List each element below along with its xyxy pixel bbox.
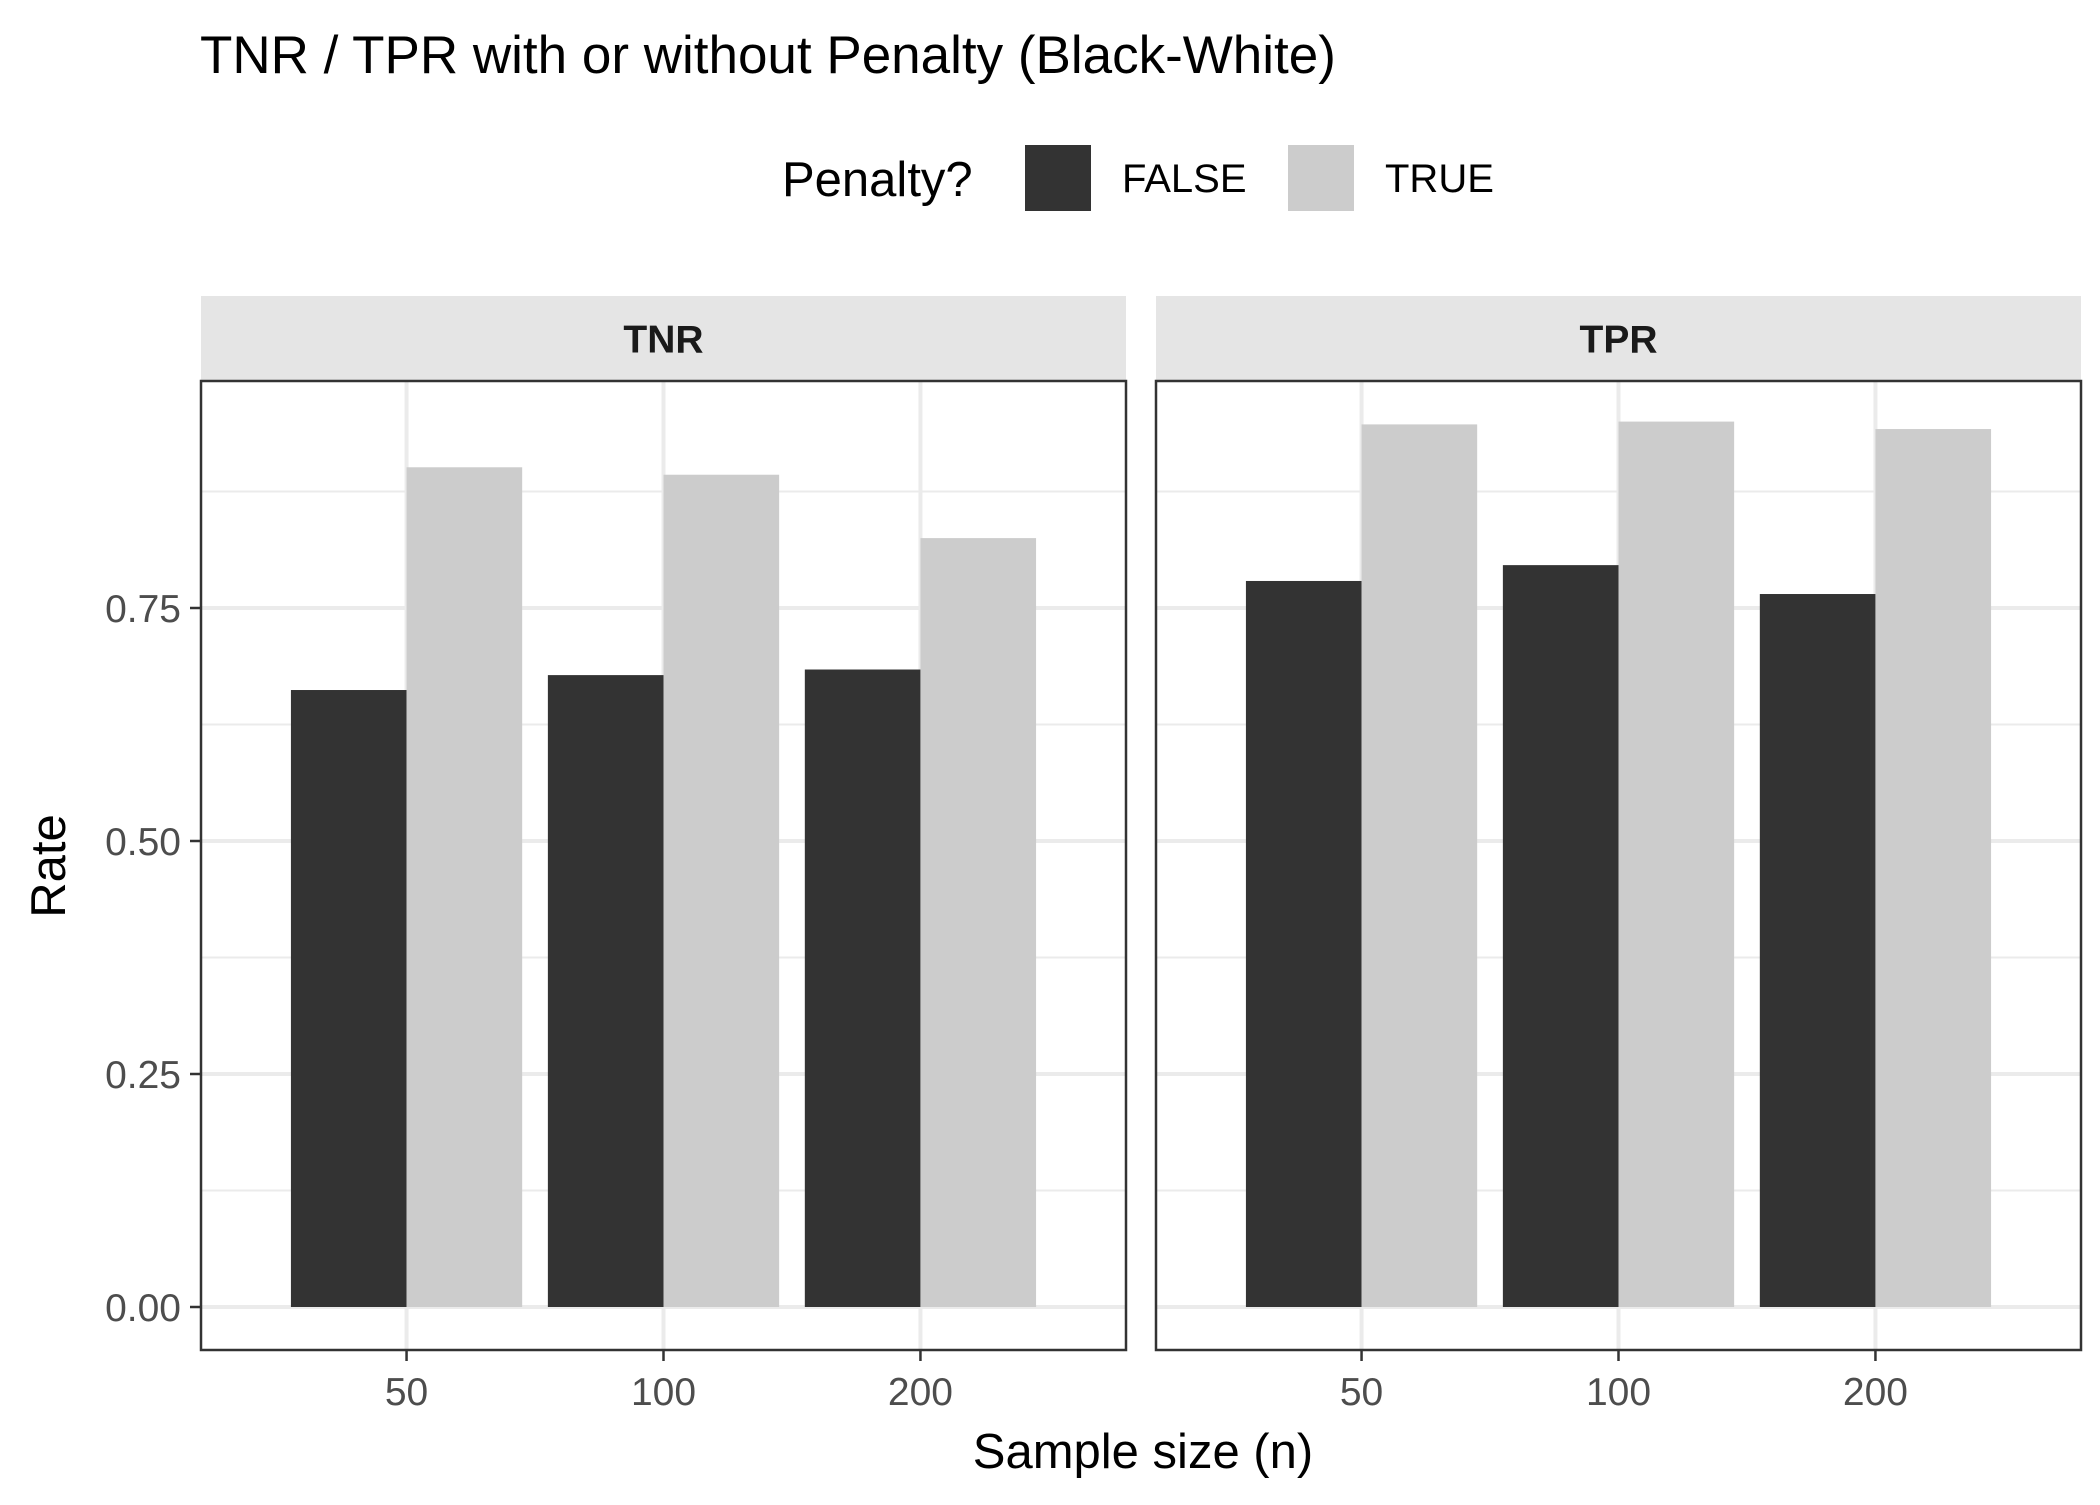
legend-title: Penalty? [782, 153, 973, 207]
bar-tnr-false-n100 [547, 675, 664, 1307]
bar-tpr-false-n200 [1759, 594, 1876, 1307]
y-tick-label: 0.75 [105, 588, 181, 631]
bar-tpr-true-n100 [1618, 421, 1735, 1308]
plot-area: TNR 50 100 200 0.00 0.25 0.50 0.75 TPR 50 100 200 [105, 296, 2083, 1414]
y-tick-label: 0.50 [105, 821, 181, 864]
bar-tpr-true-n50 [1361, 424, 1478, 1307]
bar-tnr-true-n100 [663, 474, 780, 1307]
legend-swatch-true [1288, 145, 1354, 211]
bar-tpr-false-n100 [1502, 565, 1619, 1307]
y-tick-label: 0.25 [105, 1054, 181, 1097]
y-axis-title: Rate [22, 814, 76, 918]
x-tick-label: 100 [631, 1371, 696, 1414]
bar-tpr-false-n50 [1245, 580, 1362, 1307]
x-tick-label: 50 [385, 1371, 428, 1414]
legend-label-true: TRUE [1385, 157, 1494, 201]
bar-tnr-true-n200 [920, 538, 1037, 1307]
x-tick-label: 50 [1340, 1371, 1383, 1414]
legend-swatch-false [1025, 145, 1091, 211]
y-tick-label: 0.00 [105, 1287, 181, 1330]
bar-tnr-false-n200 [804, 669, 921, 1307]
legend-label-false: FALSE [1122, 157, 1247, 201]
bar-tpr-true-n200 [1875, 429, 1992, 1307]
chart-title: TNR / TPR with or without Penalty (Black… [200, 26, 1336, 85]
x-tick-label: 100 [1586, 1371, 1651, 1414]
bar-tnr-false-n50 [290, 690, 407, 1307]
facet-strip [201, 296, 1126, 381]
facet-label: TPR [1580, 319, 1658, 362]
bar-tnr-true-n50 [406, 467, 523, 1307]
x-axis-title: Sample size (n) [973, 1425, 1313, 1479]
x-tick-label: 200 [1843, 1371, 1908, 1414]
facet-label: TNR [623, 319, 703, 362]
x-tick-label: 200 [888, 1371, 953, 1414]
facet-strip [1156, 296, 2081, 381]
